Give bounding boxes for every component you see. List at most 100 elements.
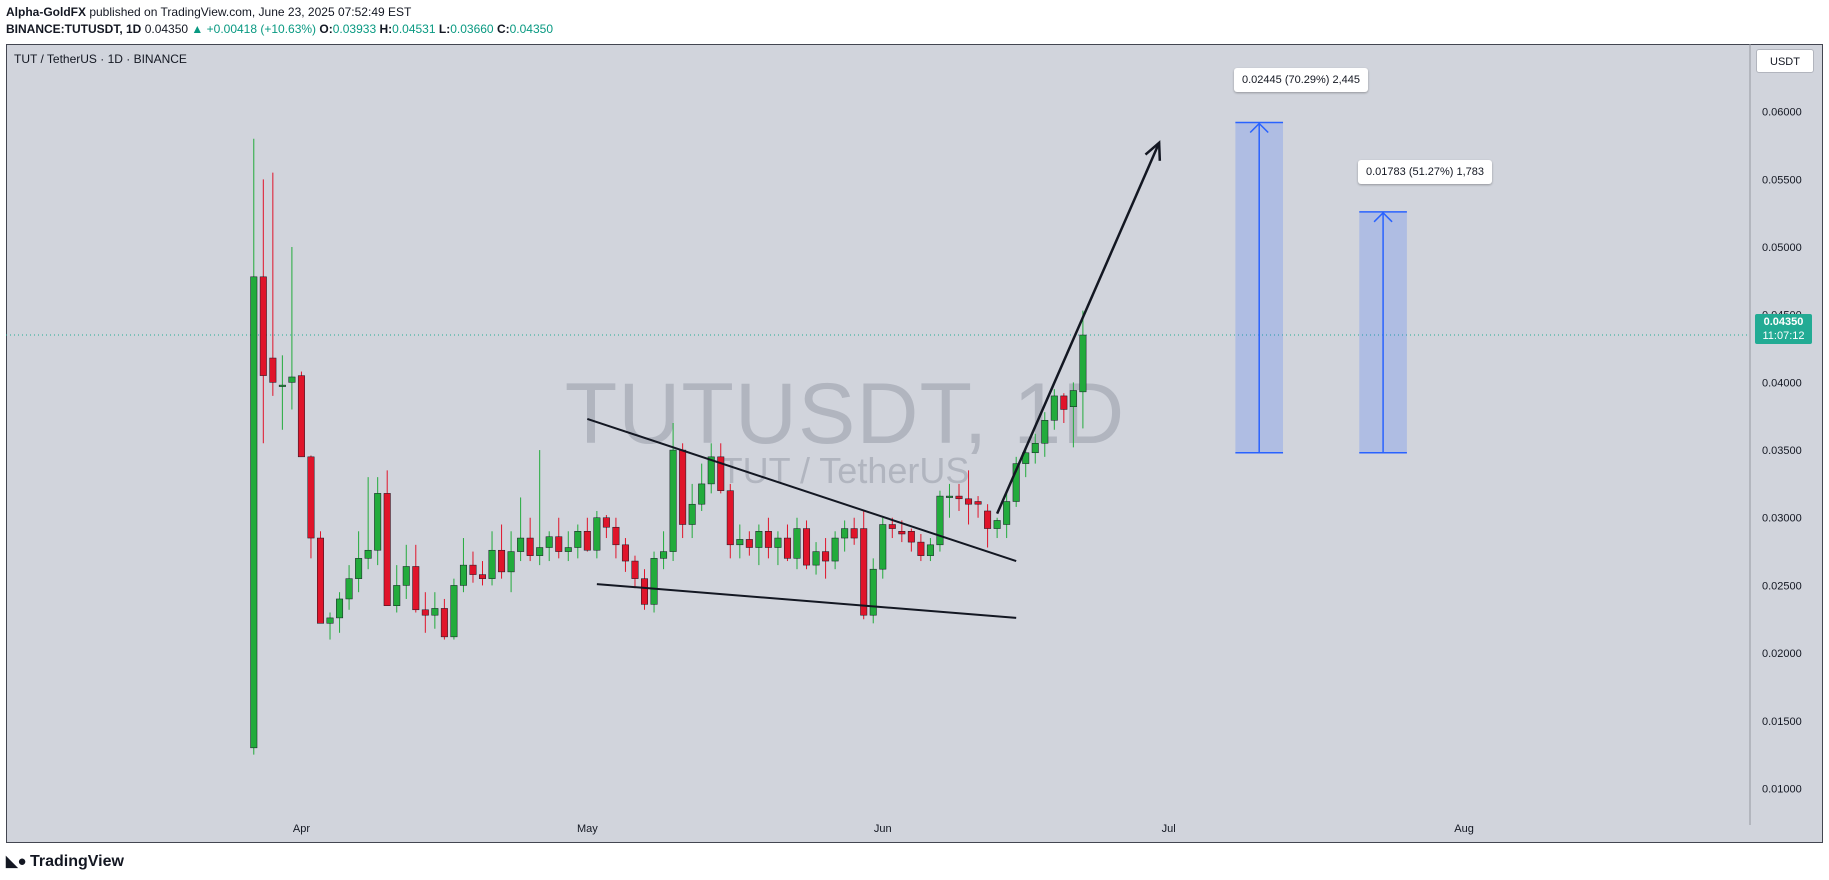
candle-body	[650, 558, 658, 605]
last-price: 0.04350	[144, 22, 189, 36]
y-tick-label: 0.06000	[1762, 107, 1802, 119]
candle-body	[812, 551, 820, 566]
candle-body	[707, 456, 715, 485]
chart-pane[interactable]	[6, 44, 1823, 843]
candle-body	[450, 585, 458, 638]
candle-up	[755, 524, 763, 566]
measure-label-2[interactable]: 0.01783 (51.27%) 1,783	[1358, 160, 1493, 184]
candle-up	[1069, 382, 1077, 448]
price-tag-value: 0.04350	[1763, 316, 1804, 328]
candle-down	[602, 515, 610, 539]
candle-body	[679, 449, 687, 525]
candle-body	[421, 609, 429, 616]
current-price-tag: 0.04350 11:07:12	[1755, 314, 1812, 344]
author-name[interactable]: Alpha-GoldFX	[6, 5, 86, 19]
candle-body	[593, 517, 601, 551]
candle-down	[984, 504, 992, 548]
y-tick-label: 0.01500	[1762, 716, 1802, 728]
candle-body	[726, 490, 734, 546]
candle-body	[955, 495, 963, 500]
candle-body	[459, 564, 467, 586]
candle-up	[250, 138, 258, 755]
y-tick-label: 0.02000	[1762, 648, 1802, 660]
candle-up	[326, 612, 334, 640]
candle-body	[917, 541, 925, 556]
candle-countdown: 11:07:12	[1762, 330, 1805, 342]
candle-body	[383, 493, 391, 606]
candle-body	[641, 578, 649, 605]
candle-body	[526, 537, 534, 556]
candle-up	[517, 497, 525, 562]
candle-body	[745, 539, 753, 548]
candle-body	[1041, 420, 1049, 444]
y-tick-label: 0.02500	[1762, 580, 1802, 592]
candle-body	[498, 549, 506, 573]
y-tick-label: 0.03000	[1762, 513, 1802, 525]
candle-up	[574, 524, 582, 559]
candle-up	[355, 531, 363, 593]
candle-body	[488, 549, 496, 579]
candle-body	[965, 498, 973, 505]
candle-up	[564, 531, 572, 562]
x-tick-label: Jun	[874, 823, 892, 835]
currency-button[interactable]: USDT	[1756, 49, 1814, 73]
drawings[interactable]	[587, 121, 1407, 619]
y-axis[interactable]: 0.060000.055000.050000.045000.040000.035…	[1762, 107, 1802, 796]
measure-arrow-head	[1373, 211, 1393, 223]
y-tick-label: 0.03500	[1762, 445, 1802, 457]
candle-down	[974, 496, 982, 518]
candle-down	[641, 569, 649, 610]
candle-down	[860, 510, 868, 620]
candle-down	[555, 517, 563, 559]
candle-body	[393, 585, 401, 606]
candle-up	[1003, 490, 1011, 539]
candle-up	[288, 247, 296, 410]
watermark-symbol: TUTUSDT, 1D	[564, 366, 1126, 462]
candle-body	[841, 528, 849, 539]
candle-up	[1031, 433, 1039, 464]
candle-down	[259, 179, 267, 444]
low-value: 0.03660	[450, 22, 494, 36]
measure-label-1[interactable]: 0.02445 (70.29%) 2,445	[1234, 68, 1369, 92]
tradingview-logo[interactable]: ◣● TradingView	[6, 852, 124, 871]
x-tick-label: May	[577, 823, 598, 835]
candle-body	[555, 536, 563, 552]
tradingview-logo-icon: ◣●	[6, 853, 27, 870]
candle-up	[707, 443, 715, 494]
candle-down	[583, 517, 591, 552]
candle-body	[1031, 443, 1039, 454]
candle-body	[822, 551, 830, 562]
candle-body	[297, 375, 305, 458]
candle-up	[364, 477, 372, 570]
y-tick-label: 0.04000	[1762, 377, 1802, 389]
candle-up	[869, 558, 877, 624]
x-tick-label: Jul	[1162, 823, 1176, 835]
candle-up	[393, 565, 401, 613]
lower-trendline	[596, 583, 1017, 619]
candle-down	[679, 443, 687, 539]
candle-body	[574, 531, 582, 548]
candle-up	[536, 450, 544, 566]
candle-up	[459, 538, 467, 593]
candle-body	[355, 558, 363, 579]
price-range-measure-2	[1359, 211, 1407, 454]
candle-body	[583, 531, 591, 551]
measure-arrow-head	[1249, 122, 1269, 134]
candle-body	[1003, 501, 1011, 525]
candle-up	[431, 592, 439, 629]
candle-up	[402, 544, 410, 599]
candle-up	[450, 578, 458, 640]
candle-body	[831, 537, 839, 562]
pane-title: TUT / TetherUS · 1D · BINANCE	[14, 52, 187, 66]
candles	[250, 138, 1087, 755]
x-axis[interactable]: Apr May Jun Jul Aug	[293, 823, 1474, 835]
candle-body	[250, 276, 258, 749]
candle-up	[488, 531, 496, 586]
candle-body	[412, 566, 420, 611]
candle-body	[764, 531, 772, 548]
candle-down	[745, 531, 753, 556]
candle-up	[831, 531, 839, 570]
candle-up	[698, 463, 706, 511]
candle-body	[850, 528, 858, 539]
candle-body	[517, 537, 525, 552]
